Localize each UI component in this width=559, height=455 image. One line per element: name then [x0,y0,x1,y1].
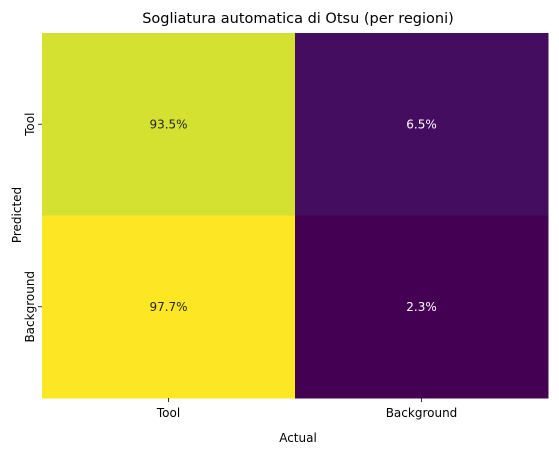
x-axis-label: Actual [279,431,317,445]
cell-value-label: 2.3% [406,300,437,314]
x-tick-label: Background [386,406,458,420]
x-axis-ticks: Tool Background [156,398,457,420]
y-axis-label: Predicted [10,187,24,243]
cell-value-label: 97.7% [149,300,187,314]
heatmap-cell [42,215,296,399]
heatmap-cell [295,215,549,399]
cell-value-label: 6.5% [406,117,437,131]
chart-title: Sogliatura automatica di Otsu (per regio… [142,11,454,27]
heatmap-cell-labels: 93.5% 6.5% 97.7% 2.3% [149,117,436,314]
y-axis-ticks: Tool Background [23,113,42,343]
y-tick-label: Tool [23,113,37,137]
heatmap-cell [42,33,296,216]
heatmap-cell [295,33,549,216]
cell-value-label: 93.5% [149,117,187,131]
y-tick-label: Background [23,271,37,343]
x-tick-label: Tool [156,406,180,420]
heatmap-cells [42,33,549,399]
